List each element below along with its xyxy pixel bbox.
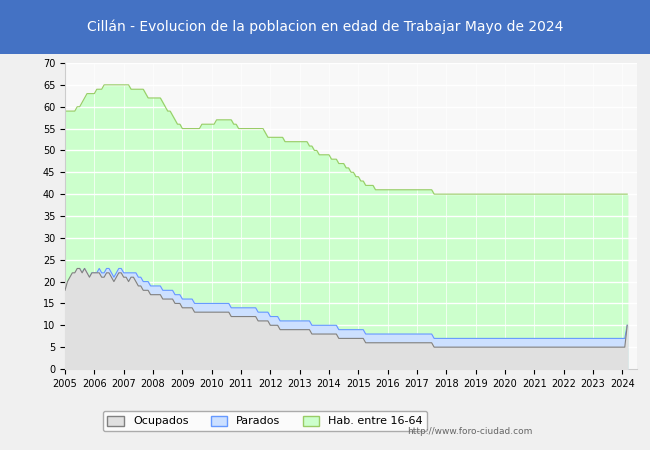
Text: Cillán - Evolucion de la poblacion en edad de Trabajar Mayo de 2024: Cillán - Evolucion de la poblacion en ed… (87, 20, 563, 34)
Legend: Ocupados, Parados, Hab. entre 16-64: Ocupados, Parados, Hab. entre 16-64 (103, 411, 428, 431)
Text: http://www.foro-ciudad.com: http://www.foro-ciudad.com (408, 428, 533, 436)
